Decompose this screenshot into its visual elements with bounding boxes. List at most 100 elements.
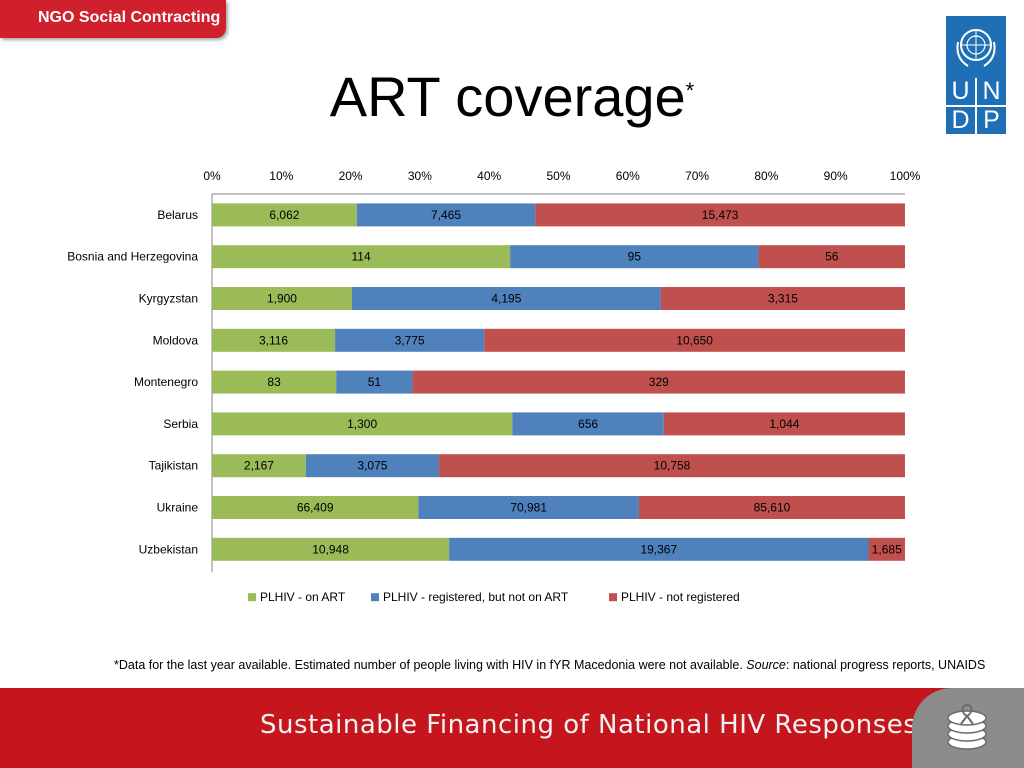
bar-plhiv-not-registered xyxy=(868,537,905,561)
data-label: 6,062 xyxy=(269,208,299,222)
bar-plhiv-not-registered xyxy=(660,287,905,310)
bar-plhiv-registered-but-not-on-art xyxy=(351,287,661,310)
x-tick-label: 100% xyxy=(890,169,921,183)
bar-plhiv-not-registered xyxy=(638,496,905,519)
bar-plhiv-on-art xyxy=(212,203,357,227)
bar-plhiv-not-registered xyxy=(535,203,905,227)
bar-plhiv-not-registered xyxy=(439,454,905,478)
data-label: 1,685 xyxy=(872,542,902,556)
bar-plhiv-not-registered xyxy=(484,328,905,352)
bar-plhiv-registered-but-not-on-art xyxy=(336,370,413,394)
x-tick-label: 40% xyxy=(477,169,501,183)
data-label: 1,044 xyxy=(769,417,799,431)
bar-plhiv-not-registered xyxy=(663,412,905,436)
logo-letter-p: P xyxy=(983,106,1000,134)
un-emblem-icon xyxy=(956,29,996,67)
undp-logo: U N D P xyxy=(946,16,1006,134)
legend-label: PLHIV - not registered xyxy=(621,590,740,604)
footnote-source-text: : national progress reports, UNAIDS xyxy=(785,658,986,672)
bar-plhiv-on-art xyxy=(212,496,419,519)
x-tick-label: 30% xyxy=(408,169,432,183)
section-tab: NGO Social Contracting xyxy=(0,0,226,38)
data-label: 85,610 xyxy=(754,501,791,515)
data-label: 656 xyxy=(578,417,598,431)
category-label: Tajikistan xyxy=(149,459,198,473)
bar-plhiv-on-art xyxy=(212,245,511,269)
legend-label: PLHIV - registered, but not on ART xyxy=(383,590,569,604)
title-footnote-mark: * xyxy=(685,78,695,103)
category-label: Bosnia and Herzegovina xyxy=(67,250,198,264)
category-label: Montenegro xyxy=(134,375,198,389)
bar-plhiv-on-art xyxy=(212,328,336,352)
category-label: Uzbekistan xyxy=(139,542,198,556)
data-label: 7,465 xyxy=(431,208,461,222)
category-label: Ukraine xyxy=(157,501,199,515)
logo-letter-d: D xyxy=(951,106,970,134)
legend-swatch-plhiv-registered-but-not-on-art xyxy=(371,593,379,602)
x-tick-label: 20% xyxy=(339,169,363,183)
logo-letter-n: N xyxy=(982,77,1001,105)
x-tick-label: 80% xyxy=(754,169,778,183)
bar-plhiv-on-art xyxy=(212,412,513,436)
x-tick-label: 90% xyxy=(824,169,848,183)
bar-plhiv-registered-but-not-on-art xyxy=(512,412,664,436)
category-label: Moldova xyxy=(153,333,199,347)
data-label: 10,948 xyxy=(312,542,349,556)
art-coverage-chart: 0% 10% 20% 30% 40% 50% 60% 70% 80% 90% 100% Belarus… xyxy=(67,169,921,604)
data-label: 15,473 xyxy=(702,208,739,222)
x-tick-label: 60% xyxy=(616,169,640,183)
x-tick-label: 10% xyxy=(269,169,293,183)
data-label: 10,758 xyxy=(654,459,691,473)
bar-plhiv-not-registered xyxy=(412,370,905,394)
data-label: 3,775 xyxy=(395,333,425,347)
bar-plhiv-registered-but-not-on-art xyxy=(449,537,869,561)
data-label: 19,367 xyxy=(640,542,677,556)
legend-swatch-plhiv-not-registered xyxy=(609,593,617,602)
data-label: 4,195 xyxy=(491,292,521,306)
data-label: 1,300 xyxy=(347,417,377,431)
data-label: 95 xyxy=(628,250,642,264)
bar-plhiv-on-art xyxy=(212,454,306,478)
section-tab-label: NGO Social Contracting xyxy=(38,9,221,26)
category-label: Belarus xyxy=(157,208,198,222)
data-label: 83 xyxy=(267,375,281,389)
data-label: 56 xyxy=(825,250,839,264)
footnote-source-label: Source xyxy=(746,658,786,672)
bar-plhiv-on-art xyxy=(212,370,337,394)
x-tick-label: 70% xyxy=(685,169,709,183)
category-label: Serbia xyxy=(163,417,198,431)
legend-swatch-plhiv-on-art xyxy=(248,593,256,602)
footer-title: Sustainable Financing of National HIV Re… xyxy=(260,710,918,740)
page-title: ART coverage* xyxy=(0,64,1024,129)
bar-plhiv-on-art xyxy=(212,287,352,310)
x-tick-label: 0% xyxy=(203,169,221,183)
data-label: 10,650 xyxy=(676,333,713,347)
data-label: 70,981 xyxy=(510,501,547,515)
page-title-text: ART coverage xyxy=(329,65,686,128)
legend-label: PLHIV - on ART xyxy=(260,590,346,604)
logo-letter-u: U xyxy=(951,77,970,105)
data-label: 2,167 xyxy=(244,459,274,473)
data-label: 3,116 xyxy=(259,333,288,347)
bar-plhiv-registered-but-not-on-art xyxy=(510,245,759,269)
bar-plhiv-registered-but-not-on-art xyxy=(356,203,536,227)
data-label: 66,409 xyxy=(297,501,334,515)
x-tick-label: 50% xyxy=(546,169,570,183)
footnote-text: *Data for the last year available. Estim… xyxy=(114,658,747,672)
footer-banner: Sustainable Financing of National HIV Re… xyxy=(0,688,1024,768)
footnote: *Data for the last year available. Estim… xyxy=(114,658,985,672)
category-label: Kyrgyzstan xyxy=(139,292,198,306)
bar-plhiv-registered-but-not-on-art xyxy=(305,454,440,478)
footer-corner xyxy=(912,688,1024,768)
data-label: 114 xyxy=(351,250,370,264)
data-label: 329 xyxy=(649,375,669,389)
ribbon-coins-icon xyxy=(947,703,987,750)
bar-plhiv-not-registered xyxy=(758,245,905,269)
bar-plhiv-on-art xyxy=(212,537,450,561)
data-label: 51 xyxy=(368,375,382,389)
data-label: 3,315 xyxy=(768,292,798,306)
data-label: 3,075 xyxy=(357,459,387,473)
bar-plhiv-registered-but-not-on-art xyxy=(418,496,639,519)
data-label: 1,900 xyxy=(267,292,297,306)
bar-plhiv-registered-but-not-on-art xyxy=(335,328,485,352)
